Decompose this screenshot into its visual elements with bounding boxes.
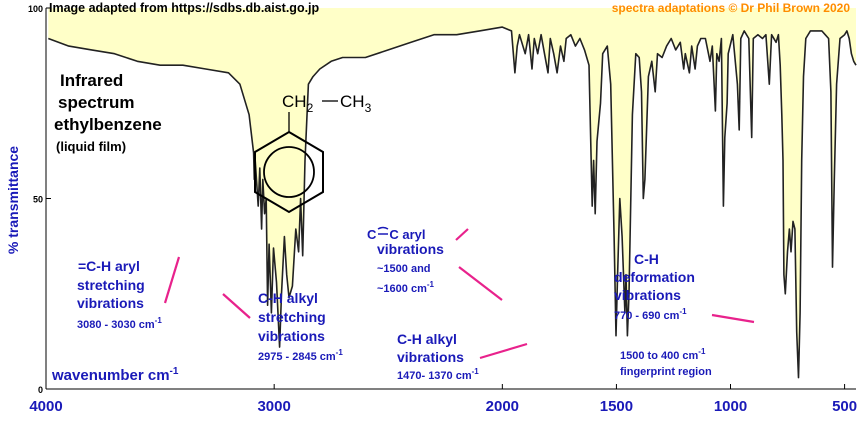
- x-tick-label: 500: [832, 398, 857, 415]
- y-tick-label: 100: [28, 4, 43, 14]
- annotations: =C-H aryl stretching vibrations 3080 - 3…: [77, 226, 712, 382]
- spectrum-fill-layer: [48, 8, 857, 378]
- title-line-4: (liquid film): [56, 139, 126, 154]
- x-tick-label: 3000: [257, 398, 290, 415]
- aryl-cc-line-4: ~1600 cm-1: [377, 280, 435, 295]
- structure-ch3: CH3: [340, 92, 372, 115]
- x-tick-label: 1500: [600, 398, 633, 415]
- spectrum-line: [48, 26, 857, 379]
- x-tick-label: 2000: [486, 398, 519, 415]
- title-line-1: Infrared: [60, 71, 123, 90]
- aryl-cc-delocalised-bond: [377, 226, 389, 230]
- author-credit: spectra adaptations © Dr Phil Brown 2020: [612, 1, 851, 15]
- alkyl-stretch-line-1: C-H alkyl: [258, 290, 318, 306]
- alkyl-vib-line-2: vibrations: [397, 349, 464, 365]
- spectrum-line-layer: [48, 26, 857, 379]
- annotation-fingerprint: 1500 to 400 cm-1 fingerprint region: [620, 347, 712, 378]
- fingerprint-line-1: 1500 to 400 cm-1: [620, 347, 706, 362]
- annotation-aryl-ch: =C-H aryl stretching vibrations 3080 - 3…: [77, 258, 162, 331]
- pointer-deformation: [711, 313, 755, 324]
- deformation-line-3: vibrations: [614, 287, 681, 303]
- x-axis-label: wavenumber cm-1: [51, 366, 179, 384]
- chart-title: Infrared spectrum ethylbenzene (liquid f…: [54, 71, 162, 154]
- aryl-ch-range: 3080 - 3030 cm-1: [77, 316, 162, 331]
- structure-sub-1: 2: [307, 101, 314, 115]
- structure-sub-2: 3: [365, 101, 372, 115]
- annotation-pointers: [163, 228, 755, 360]
- source-credit: Image adapted from https://sdbs.db.aist.…: [49, 1, 320, 15]
- pointer-aryl-ch: [163, 256, 181, 304]
- alkyl-stretch-line-2: stretching: [258, 309, 326, 325]
- y-axis-label: % transmittance: [5, 146, 21, 254]
- spectrum-fill: [48, 8, 857, 378]
- structure-group-1: CH: [282, 92, 307, 111]
- title-line-3: ethylbenzene: [54, 115, 162, 134]
- aryl-ch-line-3: vibrations: [77, 295, 144, 311]
- pointer-aryl-cc-lower: [458, 266, 503, 301]
- y-tick-label: 0: [38, 385, 43, 395]
- y-tick-label: 50: [33, 195, 43, 205]
- aryl-cc-line-3: ~1500 and: [377, 263, 431, 275]
- aryl-cc-line-2: vibrations: [377, 241, 444, 257]
- pointer-alkyl-vib: [479, 342, 528, 360]
- aryl-cc-suffix: aryl: [399, 227, 426, 242]
- structure-group-2: CH: [340, 92, 365, 111]
- ethylbenzene-structure: CH2 CH3: [254, 92, 372, 214]
- pointer-alkyl-stretch: [222, 293, 251, 319]
- title-line-2: spectrum: [58, 93, 135, 112]
- alkyl-vib-line-1: C-H alkyl: [397, 331, 457, 347]
- alkyl-stretch-line-3: vibrations: [258, 328, 325, 344]
- x-tick-label: 4000: [29, 398, 62, 415]
- aryl-cc-atom-1: C: [367, 227, 377, 242]
- deformation-line-2: deformation: [614, 269, 695, 285]
- pointer-aryl-cc-upper: [455, 228, 469, 241]
- deformation-line-1: C-H: [634, 251, 659, 267]
- benzene-ring-circle: [263, 146, 315, 198]
- deformation-range: 770 - 690 cm-1: [614, 307, 687, 322]
- alkyl-stretch-range: 2975 - 2845 cm-1: [258, 348, 343, 363]
- alkyl-vib-range: 1470- 1370 cm-1: [397, 367, 479, 382]
- annotation-alkyl-vib: C-H alkyl vibrations 1470- 1370 cm-1: [397, 331, 479, 382]
- aryl-cc-atom-2: C: [389, 227, 399, 242]
- benzene-ring: [254, 130, 324, 214]
- aryl-ch-line-1: =C-H aryl: [78, 258, 140, 274]
- structure-ch2: CH2: [282, 92, 314, 115]
- fingerprint-line-2: fingerprint region: [620, 366, 712, 378]
- aryl-ch-line-2: stretching: [77, 277, 145, 293]
- annotation-deformation: C-H deformation vibrations 770 - 690 cm-…: [614, 251, 695, 322]
- annotation-alkyl-stretch: C-H alkyl stretching vibrations 2975 - 2…: [258, 290, 343, 363]
- x-tick-label: 1000: [714, 398, 747, 415]
